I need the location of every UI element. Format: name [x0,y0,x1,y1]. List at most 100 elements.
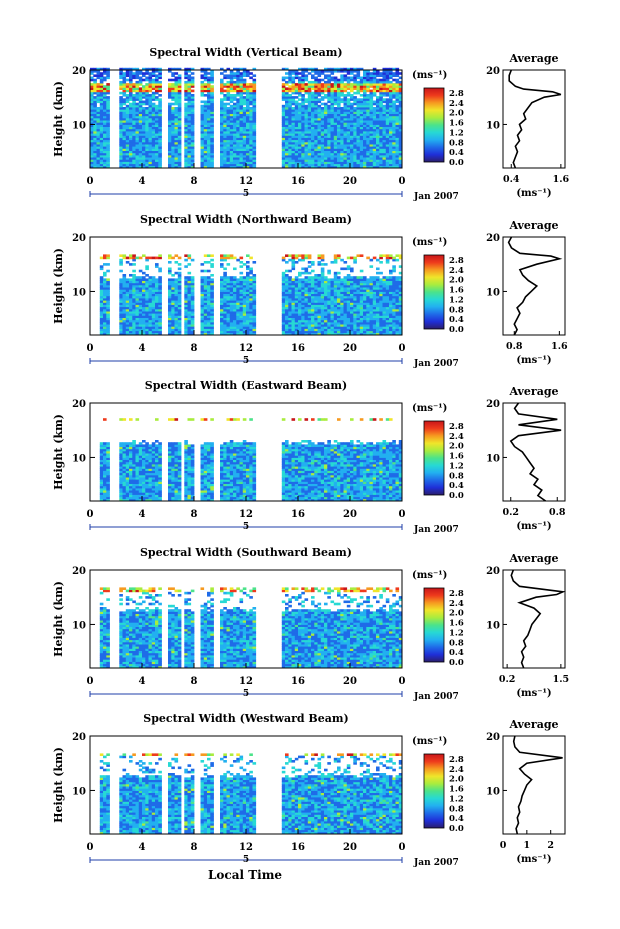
heatmap-cell [301,74,305,77]
heatmap-cell [135,302,140,305]
heatmap-cell [389,89,393,93]
heatmap-cell [340,111,344,114]
heatmap-cell [395,137,400,141]
heatmap-cell [392,74,396,77]
heatmap-cell [99,85,104,88]
heatmap-cell [314,302,318,305]
heatmap-cell [96,111,101,114]
heatmap-cell [210,72,214,75]
heatmap-cell [187,304,192,308]
heatmap-cell [346,83,351,86]
heatmap-cell [103,315,107,318]
heatmap-cell [207,293,211,297]
heatmap-cell [330,152,335,156]
colorbar-tick-label: 2.8 [449,89,464,99]
heatmap-cell [249,330,253,334]
heatmap-cell [122,291,127,294]
heatmap-cell [294,85,299,88]
heatmap-cell [99,161,104,165]
heatmap-cell [314,300,318,303]
heatmap-cell [138,111,143,114]
heatmap-cell [155,282,159,286]
heatmap-cell [398,163,403,167]
heatmap-cell [233,165,237,169]
heatmap-cell [187,131,192,134]
heatmap-cell [99,330,104,334]
heatmap-cell [132,326,136,329]
heatmap-cell [155,304,159,308]
heatmap-cell [119,330,123,334]
heatmap-cell [129,315,133,318]
heatmap-cell [246,302,250,305]
heatmap-cell [103,91,107,95]
heatmap-cell [187,298,192,301]
heatmap-cell [353,107,357,110]
heatmap-cell [103,321,107,325]
heatmap-cell [203,315,208,318]
heatmap-cell [324,295,328,299]
heatmap-cell [317,328,322,332]
heatmap-cell [246,137,250,141]
heatmap-cell [151,104,156,108]
heatmap-cell [327,117,331,121]
heatmap-cell [366,111,370,114]
heatmap-cell [324,135,328,138]
heatmap-cell [177,126,182,130]
heatmap-cell [187,104,192,108]
heatmap-cell [236,293,240,297]
heatmap-cell [298,315,302,318]
heatmap-cell [200,87,205,90]
heatmap-cell [132,109,136,112]
heatmap-cell [307,159,312,162]
heatmap-cell [223,326,227,329]
heatmap-cell [207,315,211,318]
heatmap-cell [122,315,127,318]
heatmap-cell [389,139,393,143]
heatmap-cell [239,120,244,123]
heatmap-cell [158,67,162,71]
heatmap-cell [301,109,305,112]
heatmap-cell [285,80,289,84]
heatmap-cell [210,157,214,160]
heatmap-cell [119,102,123,106]
heatmap-cell [320,109,325,112]
heatmap-cell [236,157,240,160]
heatmap-cell [239,159,244,162]
heatmap-cell [103,326,107,329]
heatmap-cell [177,306,182,310]
heatmap-cell [330,321,335,325]
heatmap-cell [249,165,253,169]
heatmap-cell [229,139,234,143]
heatmap-cell [389,133,393,136]
heatmap-cell [145,152,149,156]
heatmap-cell [382,161,387,165]
heatmap-cell [363,154,367,158]
heatmap-cell [171,256,175,260]
heatmap-cell [239,111,244,114]
heatmap-cell [145,306,149,310]
heatmap-cell [207,313,211,316]
heatmap-cell [239,85,244,88]
heatmap-cell [99,78,104,82]
heatmap-cell [207,126,211,130]
heatmap-cell [177,278,182,281]
heatmap-cell [385,126,390,130]
heatmap-cell [184,104,188,108]
heatmap-cell [145,315,149,318]
heatmap-cell [122,321,127,325]
heatmap-cell [389,87,393,90]
heatmap-cell [151,278,156,281]
heatmap-cell [301,295,305,299]
heatmap-cell [207,94,211,97]
heatmap-cell [359,159,364,162]
heatmap-cell [190,146,195,149]
heatmap-cell [376,100,380,104]
heatmap-cell [151,144,156,147]
heatmap-cell [99,328,104,332]
heatmap-cell [356,124,361,127]
heatmap-cell [307,98,312,101]
heatmap-cell [200,295,205,299]
heatmap-cell [96,122,101,125]
heatmap-cell [327,139,331,143]
heatmap-cell [233,306,237,310]
